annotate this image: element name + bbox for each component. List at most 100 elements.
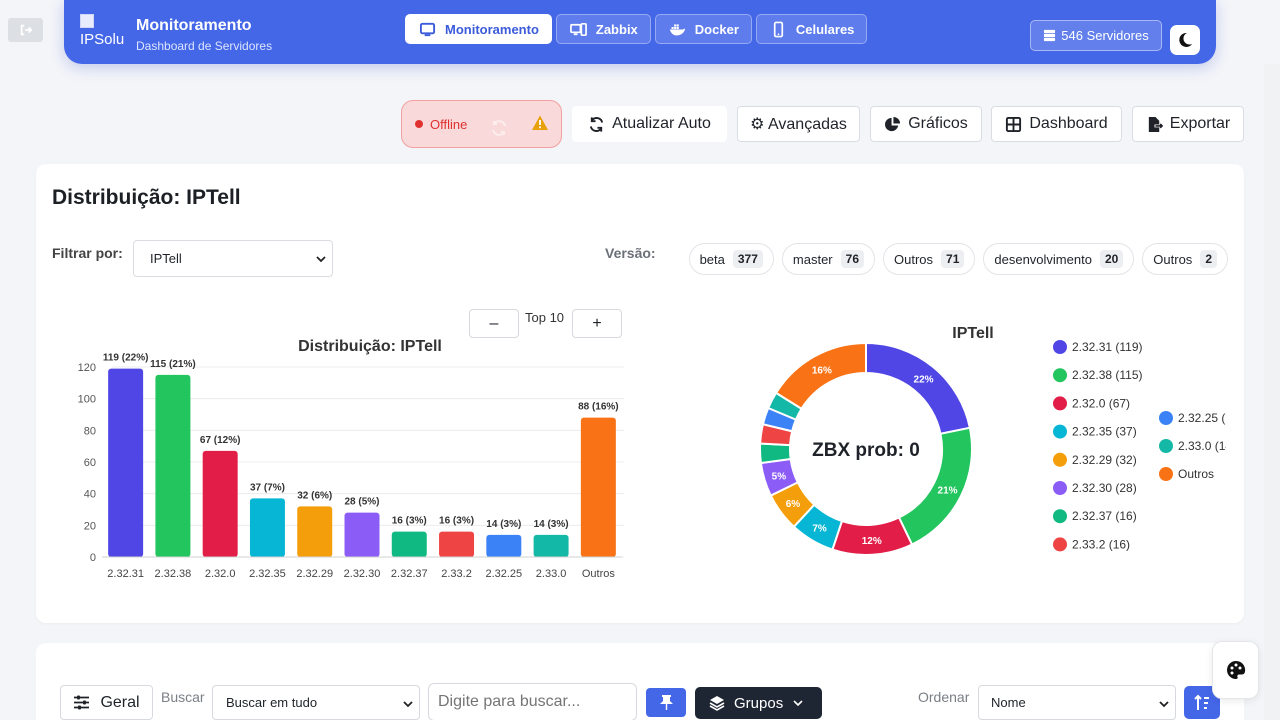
bar <box>249 498 285 557</box>
x-tick-label: 2.32.0 <box>205 568 236 580</box>
search-label: Buscar <box>161 689 205 705</box>
legend-swatch <box>1053 396 1067 411</box>
sign-out-icon <box>20 24 32 36</box>
refresh-icon <box>590 116 604 132</box>
legend-label: 2.32.31 (119) <box>1072 340 1143 354</box>
bar <box>108 368 144 557</box>
top-n-decrease-button[interactable]: – <box>469 309 519 338</box>
bar-data-label: 88 (16%) <box>578 402 619 413</box>
legend-label: 2.32.30 (28) <box>1072 481 1137 495</box>
legend-label: 2.32.0 (67) <box>1072 396 1130 410</box>
y-tick-label: 120 <box>78 362 96 374</box>
bar <box>155 374 191 557</box>
page-scrollbar[interactable] <box>1264 64 1280 720</box>
version-chip[interactable]: master 76 <box>781 243 875 275</box>
search-scope-select[interactable]: Buscar em tudo <box>212 685 420 720</box>
bar-chart: Distribuição: IPTell 0 20 40 60 80 100 120 119 (… <box>78 338 624 580</box>
servers-count-badge[interactable]: 546 Servidores <box>1030 20 1162 51</box>
x-tick-label: 2.32.38 <box>155 568 192 580</box>
tab-docker[interactable]: Docker <box>654 14 752 44</box>
y-tick-label: 60 <box>84 457 96 469</box>
y-tick-label: 40 <box>84 489 96 501</box>
theme-palette-button[interactable] <box>1212 641 1259 699</box>
layers-icon <box>709 696 725 711</box>
version-chip[interactable]: Outros 2 <box>1142 243 1228 275</box>
logout-button[interactable] <box>8 18 43 42</box>
legend-label: 2.32.38 (115) <box>1072 368 1143 382</box>
theme-toggle-button[interactable] <box>1170 25 1200 55</box>
bar-data-label: 14 (3%) <box>486 519 521 530</box>
x-tick-label: 2.33.2 <box>441 568 472 580</box>
top-n-label: Top 10 <box>525 310 565 325</box>
version-chip[interactable]: beta 377 <box>688 243 774 275</box>
bar <box>439 531 475 557</box>
order-label: Ordenar <box>918 689 970 705</box>
bar-data-label: 32 (6%) <box>297 490 332 501</box>
legend-swatch <box>1159 439 1173 453</box>
bar <box>391 531 427 557</box>
moon-icon <box>1179 32 1192 47</box>
status-dot <box>415 120 423 128</box>
slice-label: 22% <box>914 375 934 386</box>
order-select[interactable]: Nome <box>978 685 1176 720</box>
bar-data-label: 119 (22%) <box>103 353 149 364</box>
tab-zabbix[interactable]: Zabbix <box>555 14 651 44</box>
file-export-icon <box>1148 116 1163 132</box>
filter-select[interactable]: IPTell <box>133 240 333 277</box>
bar <box>202 450 238 557</box>
donut-center-text: ZBX prob: 0 <box>812 440 920 461</box>
chevron-down-icon <box>316 256 326 263</box>
groups-dropdown-button[interactable]: Grupos <box>695 687 822 719</box>
legend-label: 2.32.37 (16) <box>1072 509 1137 523</box>
card-title: Distribuição: IPTell <box>52 186 241 209</box>
version-chip[interactable]: Outros 71 <box>883 243 976 275</box>
search-input[interactable] <box>428 683 637 720</box>
y-tick-label: 100 <box>78 394 96 406</box>
sort-icon <box>1194 694 1209 710</box>
tab-celulares[interactable]: Celulares <box>755 14 868 44</box>
chevron-down-icon <box>1159 701 1169 708</box>
x-tick-label: 2.32.29 <box>296 568 333 580</box>
donut-chart-title: IPTell <box>952 325 994 342</box>
charts-button[interactable]: Gráficos <box>870 106 982 142</box>
export-button[interactable]: Exportar <box>1132 106 1244 142</box>
slice-label: 6% <box>786 499 801 510</box>
top-n-increase-button[interactable]: + <box>572 309 622 338</box>
y-tick-label: 20 <box>84 520 96 532</box>
slice-label: 12% <box>862 536 882 547</box>
group-filter-button[interactable]: Geral <box>60 685 153 720</box>
donut-slice <box>774 341 867 411</box>
legend-swatch <box>1159 411 1173 425</box>
legend-swatch <box>1053 481 1067 495</box>
x-tick-label: 2.33.0 <box>536 568 567 580</box>
dashboard-button[interactable]: Dashboard <box>991 106 1122 142</box>
docker-icon <box>669 23 685 35</box>
auto-refresh-button[interactable]: Atualizar Auto <box>572 106 727 142</box>
chevron-down-icon <box>793 700 803 707</box>
legend-swatch <box>1053 452 1067 467</box>
bar <box>580 417 616 557</box>
bar <box>486 534 522 557</box>
logo-image: IPSolu <box>80 14 124 52</box>
legend-label: Outros <box>1178 467 1214 481</box>
version-label: Versão: <box>605 245 656 261</box>
sync-icon[interactable] <box>490 119 508 137</box>
grid-icon <box>1006 116 1022 132</box>
bar <box>344 512 380 557</box>
legend-swatch <box>1053 537 1067 552</box>
main-nav: Monitoramento Zabbix Docker Celulares <box>405 14 868 44</box>
tab-monitoramento[interactable]: Monitoramento <box>405 14 552 44</box>
version-chip[interactable]: desenvolvimento 20 <box>983 243 1135 275</box>
y-tick-label: 0 <box>90 552 96 564</box>
mobile-icon <box>773 21 784 37</box>
advanced-button[interactable]: ⚙ Avançadas <box>737 106 860 142</box>
top-navbar: IPSolu Monitoramento Dashboard de Servid… <box>64 0 1216 64</box>
bar-data-label: 37 (7%) <box>250 482 285 493</box>
chevron-down-icon <box>403 701 413 708</box>
pin-button[interactable] <box>646 688 686 717</box>
sliders-icon <box>74 695 90 710</box>
app-subtitle: Dashboard de Servidores <box>136 39 273 53</box>
distribution-card: Distribuição: IPTell Filtrar por: IPTell… <box>36 164 1244 623</box>
pie-chart-icon <box>885 116 901 131</box>
app-title: Monitoramento <box>136 17 252 34</box>
